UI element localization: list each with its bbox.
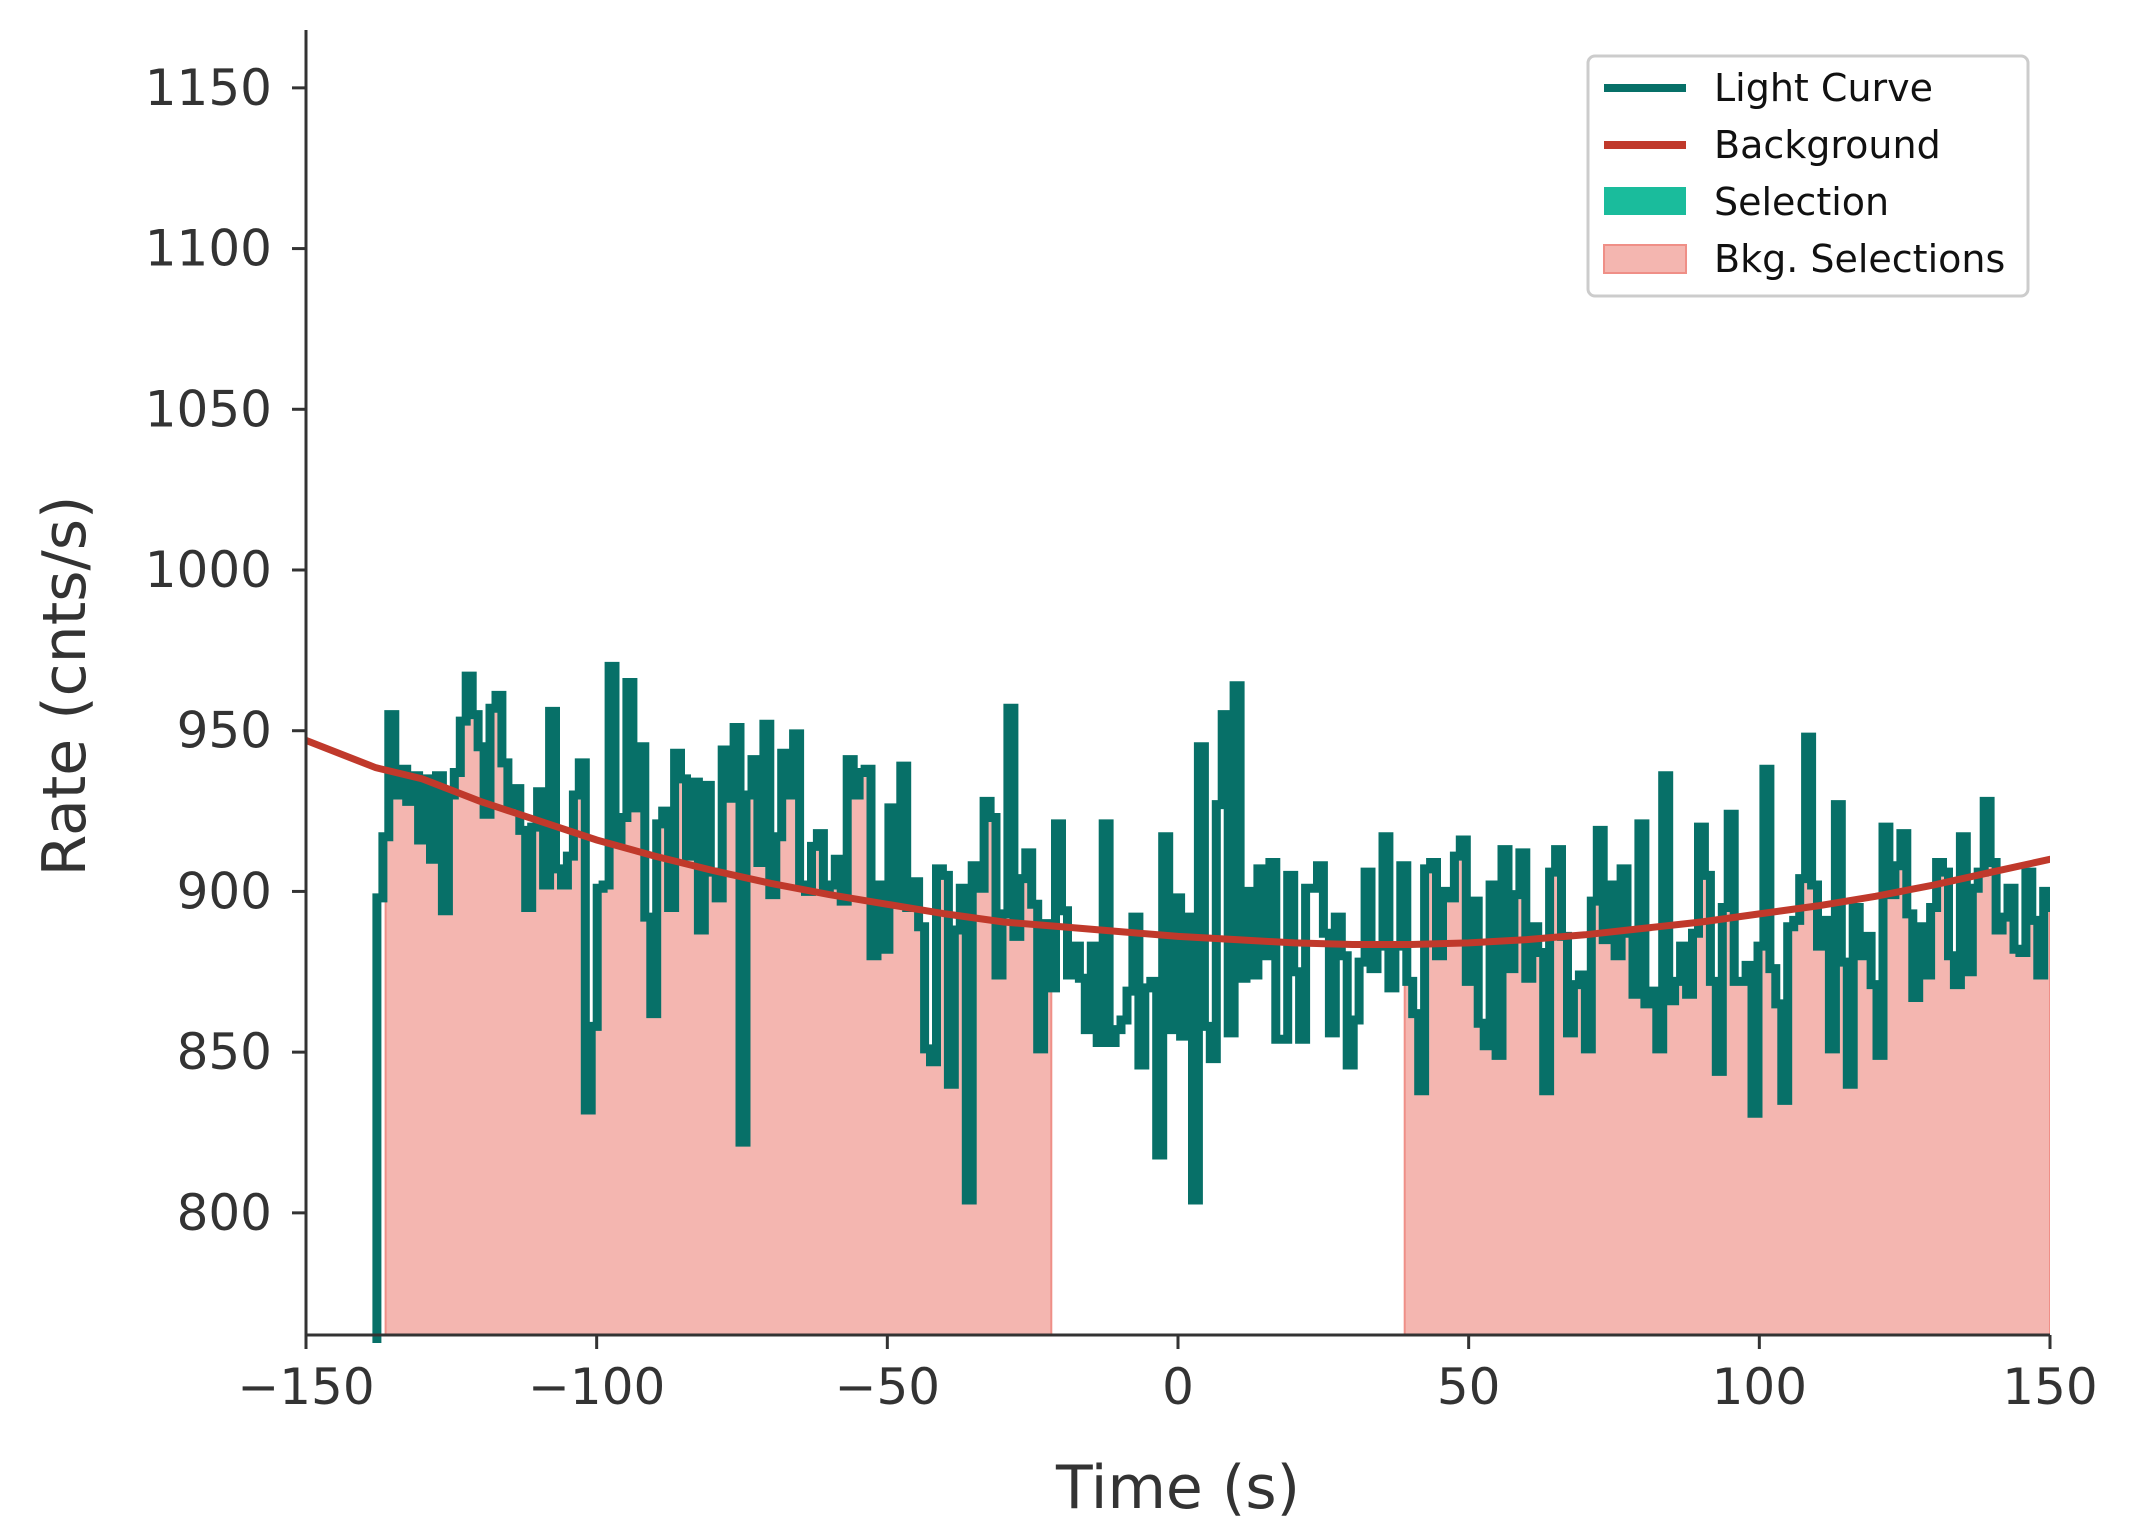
x-tick-label: 0: [1162, 1358, 1194, 1416]
legend-label-selection: Selection: [1714, 180, 1889, 224]
x-axis-ticks: −150 −100 −50 0 50 100 150: [237, 1335, 2098, 1416]
y-tick-label: 1150: [145, 59, 272, 117]
legend: Light Curve Background Selection Bkg. Se…: [1586, 54, 2030, 298]
y-tick-label: 800: [177, 1184, 272, 1242]
x-tick-label: 150: [2002, 1358, 2097, 1416]
y-tick-label: 850: [177, 1023, 272, 1081]
x-axis-title: Time (s): [1055, 1453, 1300, 1523]
y-tick-label: 1100: [145, 220, 272, 278]
y-tick-label: 900: [177, 862, 272, 920]
y-tick-label: 950: [177, 702, 272, 760]
legend-label-bkg-selections: Bkg. Selections: [1714, 237, 2005, 281]
x-tick-label: −150: [237, 1358, 374, 1416]
x-tick-label: −50: [835, 1358, 941, 1416]
y-tick-label: 1050: [145, 380, 272, 438]
y-axis-ticks: 800 850 900 950 1000 1050 1100 1150: [145, 59, 306, 1242]
x-tick-label: 50: [1437, 1358, 1501, 1416]
legend-frame: [1586, 54, 2030, 298]
legend-swatch-selection: [1604, 187, 1686, 215]
light-curve-series: [372, 661, 2050, 1343]
legend-swatch-bkg-selections: [1603, 244, 1687, 274]
y-tick-label: 1000: [145, 541, 272, 599]
x-tick-label: −100: [528, 1358, 665, 1416]
x-tick-label: 100: [1712, 1358, 1807, 1416]
y-axis-title: Rate (cnts/s): [30, 496, 100, 877]
background-fit-series: [306, 736, 2050, 948]
legend-label-background: Background: [1714, 123, 1941, 167]
legend-label-light-curve: Light Curve: [1714, 66, 1933, 110]
